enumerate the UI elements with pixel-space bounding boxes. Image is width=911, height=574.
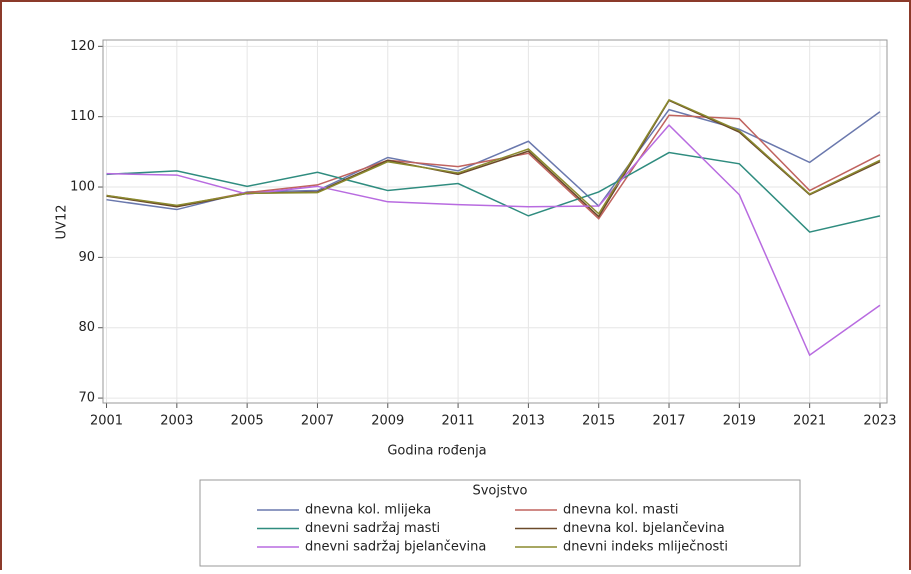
y-tick-label: 110 bbox=[70, 109, 95, 124]
y-tick-label: 90 bbox=[78, 250, 95, 265]
legend-box bbox=[199, 479, 801, 567]
x-axis-label: Godina rođenja bbox=[387, 444, 486, 459]
x-tick-label: 2005 bbox=[231, 414, 264, 429]
legend-label: dnevni indeks mliječnosti bbox=[563, 540, 728, 555]
plot-frame bbox=[102, 39, 888, 404]
legend-title: Svojstvo bbox=[472, 484, 527, 499]
x-tick-label: 2023 bbox=[863, 414, 896, 429]
x-tick-label: 2003 bbox=[160, 414, 193, 429]
y-tick-label: 100 bbox=[70, 180, 95, 195]
legend-label: dnevna kol. mlijeka bbox=[305, 503, 431, 518]
legend-label: dnevna kol. masti bbox=[563, 503, 679, 518]
x-tick-label: 2009 bbox=[371, 414, 404, 429]
x-tick-label: 2011 bbox=[442, 414, 475, 429]
x-tick-label: 2017 bbox=[652, 414, 685, 429]
y-tick-label: 80 bbox=[78, 320, 95, 335]
series-line bbox=[106, 98, 881, 215]
legend-label: dnevni sadržaj masti bbox=[305, 521, 440, 536]
x-tick-label: 2007 bbox=[301, 414, 334, 429]
legend-label: dnevni sadržaj bjelančevina bbox=[305, 540, 486, 555]
series-line bbox=[106, 124, 881, 357]
x-tick-label: 2001 bbox=[90, 414, 123, 429]
y-axis-label: UV12 bbox=[55, 205, 70, 240]
x-tick-label: 2019 bbox=[723, 414, 756, 429]
y-tick-label: 120 bbox=[70, 39, 95, 54]
series-line bbox=[106, 151, 881, 233]
x-tick-label: 2021 bbox=[793, 414, 826, 429]
x-tick-label: 2015 bbox=[582, 414, 615, 429]
legend-label: dnevna kol. bjelančevina bbox=[563, 521, 725, 536]
y-tick-label: 70 bbox=[78, 391, 95, 406]
x-tick-label: 2013 bbox=[512, 414, 545, 429]
